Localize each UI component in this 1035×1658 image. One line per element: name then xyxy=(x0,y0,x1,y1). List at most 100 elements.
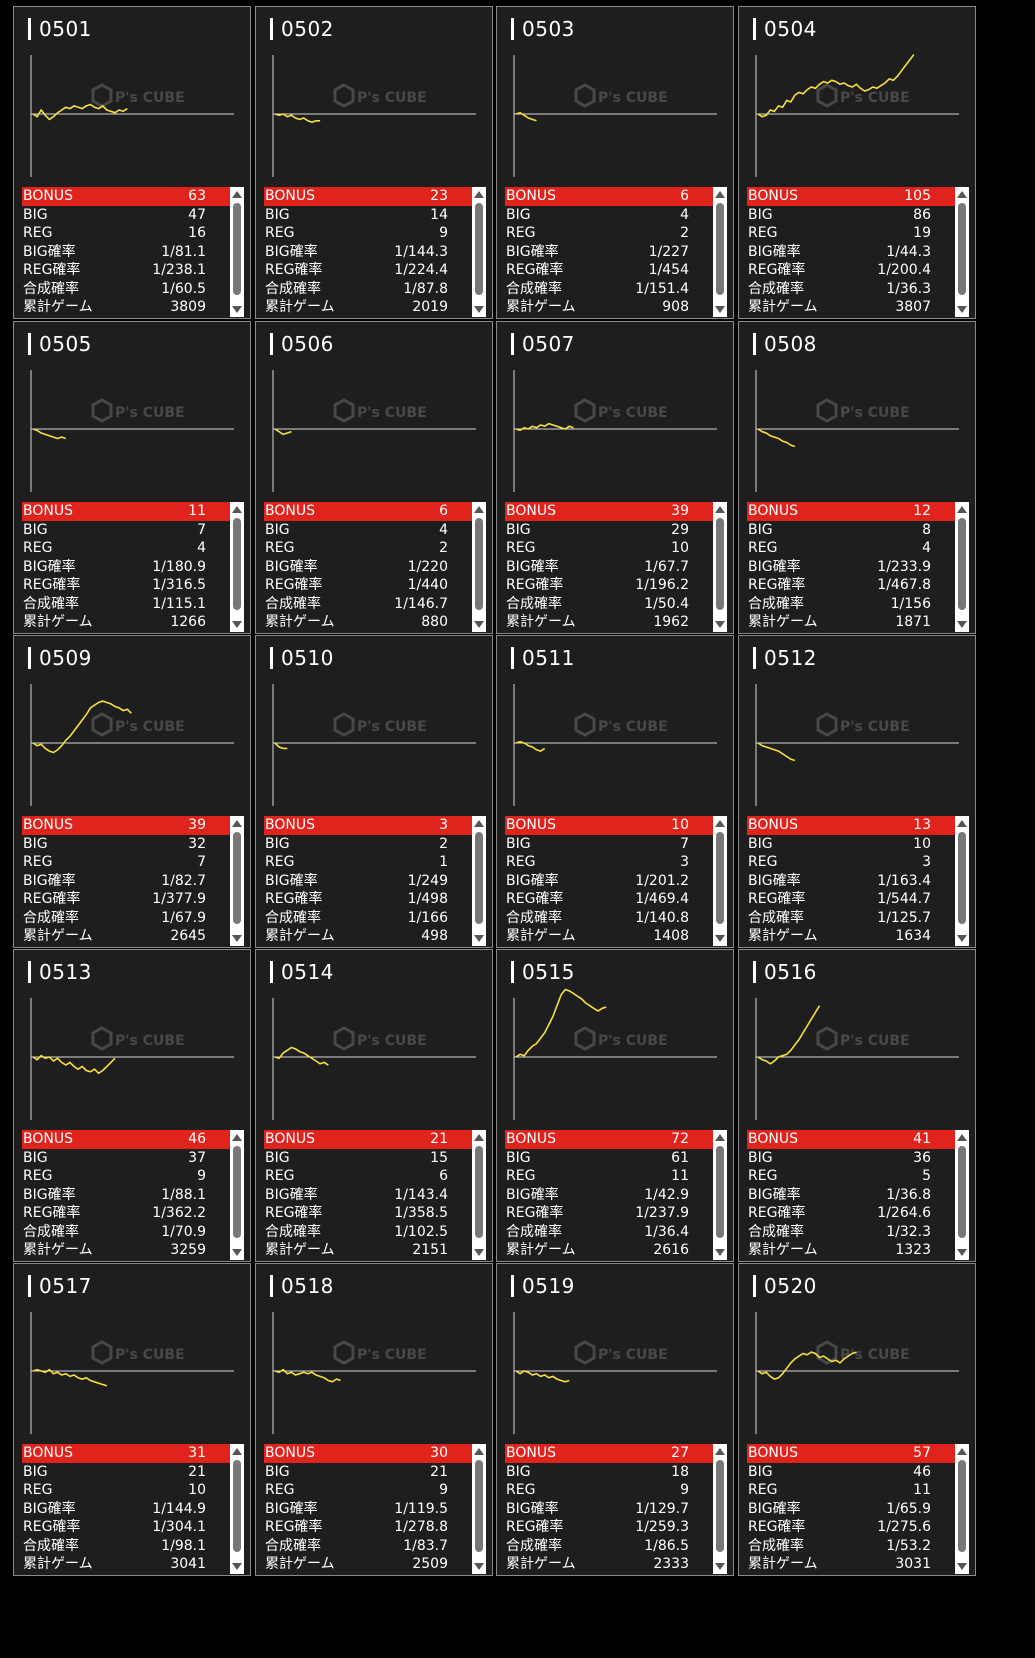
machine-card-0502[interactable]: 0502 P's CUBE BONUS 23 BIG 14 REG 9 xyxy=(255,6,493,319)
scroll-down-arrow-icon[interactable] xyxy=(957,621,967,628)
scroll-thumb[interactable] xyxy=(716,1146,724,1238)
machine-card-0513[interactable]: 0513 P's CUBE BONUS 46 BIG 37 REG 9 xyxy=(13,949,251,1262)
scroll-thumb[interactable] xyxy=(716,832,724,924)
scroll-thumb[interactable] xyxy=(716,203,724,295)
scroll-thumb[interactable] xyxy=(475,203,483,295)
scroll-up-arrow-icon[interactable] xyxy=(474,506,484,513)
machine-card-0504[interactable]: 0504 P's CUBE BONUS 105 BIG 86 REG 19 xyxy=(738,6,976,319)
scroll-down-arrow-icon[interactable] xyxy=(957,1249,967,1256)
machine-card-0509[interactable]: 0509 P's CUBE BONUS 39 BIG 32 REG 7 xyxy=(13,635,251,948)
scroll-thumb[interactable] xyxy=(958,203,966,295)
scroll-up-arrow-icon[interactable] xyxy=(715,506,725,513)
stats-scrollbar[interactable] xyxy=(230,816,244,946)
stats-scrollbar[interactable] xyxy=(713,816,727,946)
scroll-up-arrow-icon[interactable] xyxy=(232,820,242,827)
scroll-down-arrow-icon[interactable] xyxy=(474,935,484,942)
scroll-down-arrow-icon[interactable] xyxy=(957,935,967,942)
stats-scrollbar[interactable] xyxy=(713,502,727,632)
machine-card-0508[interactable]: 0508 P's CUBE BONUS 12 BIG 8 REG 4 xyxy=(738,321,976,634)
scroll-thumb[interactable] xyxy=(958,1460,966,1552)
scroll-up-arrow-icon[interactable] xyxy=(474,1134,484,1141)
scroll-thumb[interactable] xyxy=(233,518,241,610)
scroll-down-arrow-icon[interactable] xyxy=(715,1563,725,1570)
scroll-up-arrow-icon[interactable] xyxy=(957,1448,967,1455)
machine-card-0503[interactable]: 0503 P's CUBE BONUS 6 BIG 4 REG 2 xyxy=(496,6,734,319)
machine-card-0520[interactable]: 0520 P's CUBE BONUS 57 BIG 46 REG 11 xyxy=(738,1263,976,1576)
scroll-down-arrow-icon[interactable] xyxy=(232,935,242,942)
scroll-thumb[interactable] xyxy=(958,832,966,924)
stats-scrollbar[interactable] xyxy=(230,187,244,317)
scroll-down-arrow-icon[interactable] xyxy=(957,1563,967,1570)
stats-scrollbar[interactable] xyxy=(713,1444,727,1574)
stats-scrollbar[interactable] xyxy=(955,1444,969,1574)
scroll-up-arrow-icon[interactable] xyxy=(474,191,484,198)
scroll-up-arrow-icon[interactable] xyxy=(232,191,242,198)
stats-scrollbar[interactable] xyxy=(230,1130,244,1260)
scroll-down-arrow-icon[interactable] xyxy=(474,1249,484,1256)
stats-scrollbar[interactable] xyxy=(472,502,486,632)
stats-scrollbar[interactable] xyxy=(955,816,969,946)
machine-card-0510[interactable]: 0510 P's CUBE BONUS 3 BIG 2 REG 1 xyxy=(255,635,493,948)
scroll-thumb[interactable] xyxy=(475,1460,483,1552)
scroll-up-arrow-icon[interactable] xyxy=(232,506,242,513)
scroll-thumb[interactable] xyxy=(475,518,483,610)
machine-card-0516[interactable]: 0516 P's CUBE BONUS 41 BIG 36 REG 5 xyxy=(738,949,976,1262)
scroll-down-arrow-icon[interactable] xyxy=(715,1249,725,1256)
scroll-thumb[interactable] xyxy=(475,1146,483,1238)
machine-card-0519[interactable]: 0519 P's CUBE BONUS 27 BIG 18 REG 9 xyxy=(496,1263,734,1576)
stats-scrollbar[interactable] xyxy=(230,502,244,632)
scroll-up-arrow-icon[interactable] xyxy=(957,820,967,827)
stats-scrollbar[interactable] xyxy=(230,1444,244,1574)
scroll-up-arrow-icon[interactable] xyxy=(474,1448,484,1455)
scroll-up-arrow-icon[interactable] xyxy=(715,820,725,827)
machine-card-0511[interactable]: 0511 P's CUBE BONUS 10 BIG 7 REG 3 xyxy=(496,635,734,948)
stats-scrollbar[interactable] xyxy=(713,1130,727,1260)
scroll-up-arrow-icon[interactable] xyxy=(474,820,484,827)
machine-card-0512[interactable]: 0512 P's CUBE BONUS 13 BIG 10 REG 3 xyxy=(738,635,976,948)
machine-card-0501[interactable]: 0501 P's CUBE BONUS 63 BIG 47 REG 16 xyxy=(13,6,251,319)
stats-scrollbar[interactable] xyxy=(955,187,969,317)
stats-scrollbar[interactable] xyxy=(472,816,486,946)
scroll-up-arrow-icon[interactable] xyxy=(232,1134,242,1141)
scroll-thumb[interactable] xyxy=(716,518,724,610)
stats-scrollbar[interactable] xyxy=(472,1444,486,1574)
scroll-thumb[interactable] xyxy=(233,1146,241,1238)
machine-card-0515[interactable]: 0515 P's CUBE BONUS 72 BIG 61 REG 11 xyxy=(496,949,734,1262)
stats-scrollbar[interactable] xyxy=(472,187,486,317)
scroll-down-arrow-icon[interactable] xyxy=(957,306,967,313)
machine-card-0514[interactable]: 0514 P's CUBE BONUS 21 BIG 15 REG 6 xyxy=(255,949,493,1262)
scroll-thumb[interactable] xyxy=(233,1460,241,1552)
scroll-thumb[interactable] xyxy=(716,1460,724,1552)
scroll-down-arrow-icon[interactable] xyxy=(232,621,242,628)
scroll-down-arrow-icon[interactable] xyxy=(474,306,484,313)
scroll-up-arrow-icon[interactable] xyxy=(957,506,967,513)
machine-card-0506[interactable]: 0506 P's CUBE BONUS 6 BIG 4 REG 2 xyxy=(255,321,493,634)
scroll-down-arrow-icon[interactable] xyxy=(474,1563,484,1570)
scroll-thumb[interactable] xyxy=(233,203,241,295)
scroll-up-arrow-icon[interactable] xyxy=(957,191,967,198)
scroll-up-arrow-icon[interactable] xyxy=(715,1448,725,1455)
machine-card-0505[interactable]: 0505 P's CUBE BONUS 11 BIG 7 REG 4 xyxy=(13,321,251,634)
scroll-down-arrow-icon[interactable] xyxy=(474,621,484,628)
stats-scrollbar[interactable] xyxy=(955,1130,969,1260)
scroll-thumb[interactable] xyxy=(958,518,966,610)
stats-scrollbar[interactable] xyxy=(472,1130,486,1260)
scroll-down-arrow-icon[interactable] xyxy=(232,306,242,313)
scroll-down-arrow-icon[interactable] xyxy=(715,306,725,313)
machine-card-0517[interactable]: 0517 P's CUBE BONUS 31 BIG 21 REG 10 xyxy=(13,1263,251,1576)
scroll-down-arrow-icon[interactable] xyxy=(232,1563,242,1570)
machine-card-0507[interactable]: 0507 P's CUBE BONUS 39 BIG 29 REG 10 xyxy=(496,321,734,634)
stats-scrollbar[interactable] xyxy=(713,187,727,317)
scroll-down-arrow-icon[interactable] xyxy=(715,935,725,942)
scroll-thumb[interactable] xyxy=(958,1146,966,1238)
scroll-down-arrow-icon[interactable] xyxy=(715,621,725,628)
scroll-up-arrow-icon[interactable] xyxy=(715,191,725,198)
scroll-up-arrow-icon[interactable] xyxy=(232,1448,242,1455)
machine-card-0518[interactable]: 0518 P's CUBE BONUS 30 BIG 21 REG 9 xyxy=(255,1263,493,1576)
scroll-thumb[interactable] xyxy=(233,832,241,924)
scroll-thumb[interactable] xyxy=(475,832,483,924)
stats-scrollbar[interactable] xyxy=(955,502,969,632)
scroll-up-arrow-icon[interactable] xyxy=(957,1134,967,1141)
scroll-up-arrow-icon[interactable] xyxy=(715,1134,725,1141)
scroll-down-arrow-icon[interactable] xyxy=(232,1249,242,1256)
